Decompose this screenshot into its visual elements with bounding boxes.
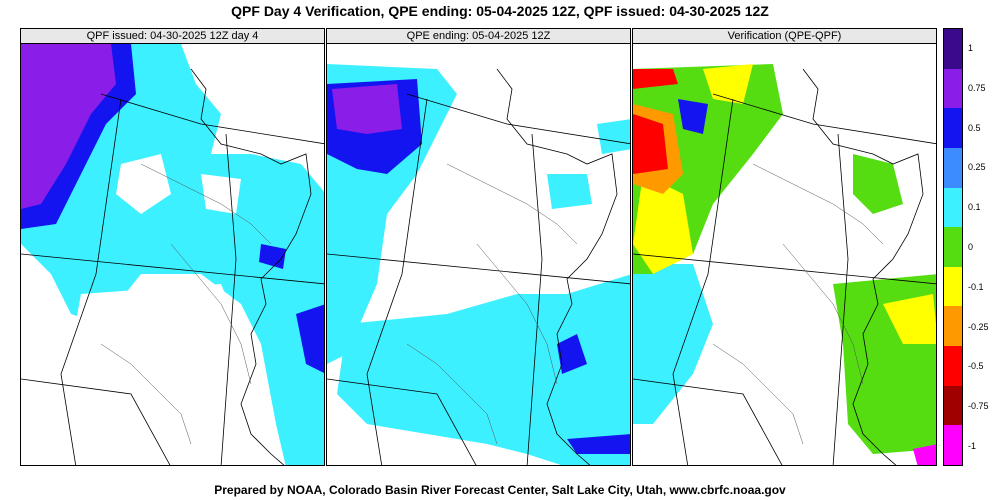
colorbar-tick-label: -0.5 [968,361,984,372]
qpe-precip-heavy-nw [332,84,402,134]
verification-map [633,64,936,465]
qpe-precip-moderate-s [557,334,587,374]
colorbar-segment [944,29,962,69]
qpe-panel: QPE ending: 05-04-2025 12Z [326,28,631,466]
verif-neutral-s [693,364,848,465]
colorbar-segment [944,147,962,188]
verif-neutral-sw [633,264,713,424]
qpf-map [21,44,324,465]
verif-magenta-se [913,444,936,465]
qpf-dry-area-3 [61,284,246,465]
qpf-precip-moderate-c [259,244,286,269]
footer-credit: Prepared by NOAA, Colorado Basin River F… [214,483,786,497]
qpe-panel-title: QPE ending: 05-04-2025 12Z [327,29,630,44]
colorbar-tick-label: 0.1 [968,202,981,213]
verification-panel: Verification (QPE-QPF) [632,28,937,466]
qpf-precip-light [21,44,324,465]
colorbar-segment [944,68,962,109]
qpe-rivers [406,163,578,445]
qpe-precip-light-c [547,174,592,209]
colorbar-tick-label: 1 [968,43,974,53]
qpe-precip-light-s [337,274,630,465]
colorbar-segment [944,266,962,307]
qpe-boundaries [327,68,630,465]
verification-rivers [712,163,884,445]
verif-red-nw [633,69,678,89]
colorbar-segment [944,187,962,228]
figure-title: QPF Day 4 Verification, QPE ending: 05-0… [231,3,769,19]
verif-red-w [633,114,668,174]
colorbar-tick-label: 0.75 [968,82,986,93]
colorbar-tick-label: -0.75 [968,401,989,412]
colorbar-tick-label: 0.25 [968,162,986,173]
qpf-dry-area-2 [201,174,241,214]
colorbar-tick-label: 0 [968,242,974,252]
colorbar-segment [944,346,962,386]
verification-boundaries [633,68,936,465]
verif-yellow-n [703,64,753,104]
colorbar-tick-label: -0.1 [968,281,984,292]
qpe-precip-light-ne [597,119,630,154]
qpe-precip-moderate-se [567,434,630,454]
qpe-map [327,64,630,465]
qpf-precip-heavy [21,44,116,209]
qpf-boundaries [21,68,324,465]
verif-yellow-se [883,294,936,344]
qpf-precip-light-ne [121,99,201,144]
verif-positive-n [678,99,708,134]
qpf-panel: QPF issued: 04-30-2025 12Z day 4 [20,28,325,466]
qpf-precip-moderate-se [296,304,324,373]
verif-yellow-w [633,174,693,274]
verification-panel-title: Verification (QPE-QPF) [633,29,936,44]
verif-negative-ne [853,154,903,214]
colorbar [943,28,963,466]
colorbar-segment [944,385,962,426]
colorbar-tick-label: 0.5 [968,122,981,133]
colorbar-segment [944,108,962,148]
colorbar-segment [944,227,962,267]
colorbar-segment [944,425,962,465]
qpf-dry-area [116,154,171,214]
colorbar-tick-label: -0.25 [968,321,989,332]
qpf-rivers [100,163,272,445]
colorbar-segment [944,306,962,346]
colorbar-tick-label: -1 [968,441,977,451]
qpf-panel-title: QPF issued: 04-30-2025 12Z day 4 [21,29,324,44]
